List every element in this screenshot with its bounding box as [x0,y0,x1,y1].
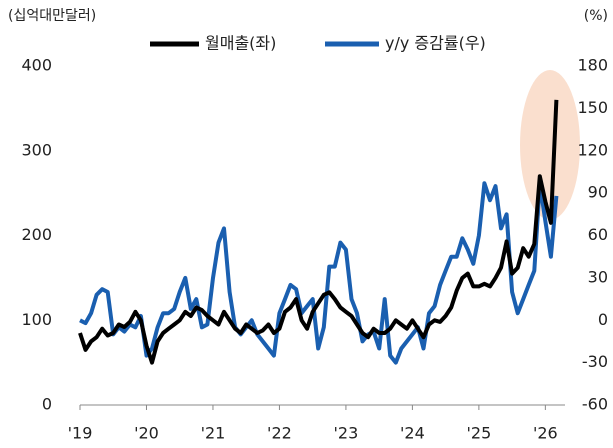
y2-tick-label: 180 [577,56,608,75]
highlight [520,70,580,220]
y2-axis-label: (%) [584,8,608,24]
x-tick-label: '19 [68,424,93,443]
y-tick-label: 0 [42,395,52,414]
x-tick-label: '21 [201,424,226,443]
x-tick-label: '26 [533,424,558,443]
y2-tick-label: 90 [588,183,608,202]
y2-tick-label: 150 [577,98,608,117]
x-tick-label: '24 [400,424,425,443]
y-tick-label: 300 [21,140,52,159]
y2-tick-label: 0 [598,310,608,329]
x-tick-label: '22 [267,424,292,443]
y-tick-label: 100 [21,310,52,329]
y2-tick-label: -30 [582,352,608,371]
y-tick-label: 400 [21,56,52,75]
y2-tick-label: -60 [582,395,608,414]
series-line [78,99,559,365]
y2-tick-label: 30 [588,267,608,286]
x-tick-label: '23 [334,424,359,443]
y-axis-label: (십억대만달러) [8,8,96,24]
x-tick-label: '25 [466,424,491,443]
legend-label: 월매출(좌) [205,34,276,53]
legend-label: y/y 증감률(우) [385,34,486,53]
y2-tick-label: 120 [577,140,608,159]
series-line [79,181,559,365]
y-tick-label: 200 [21,225,52,244]
y2-tick-label: 60 [588,225,608,244]
x-tick-label: '20 [134,424,159,443]
